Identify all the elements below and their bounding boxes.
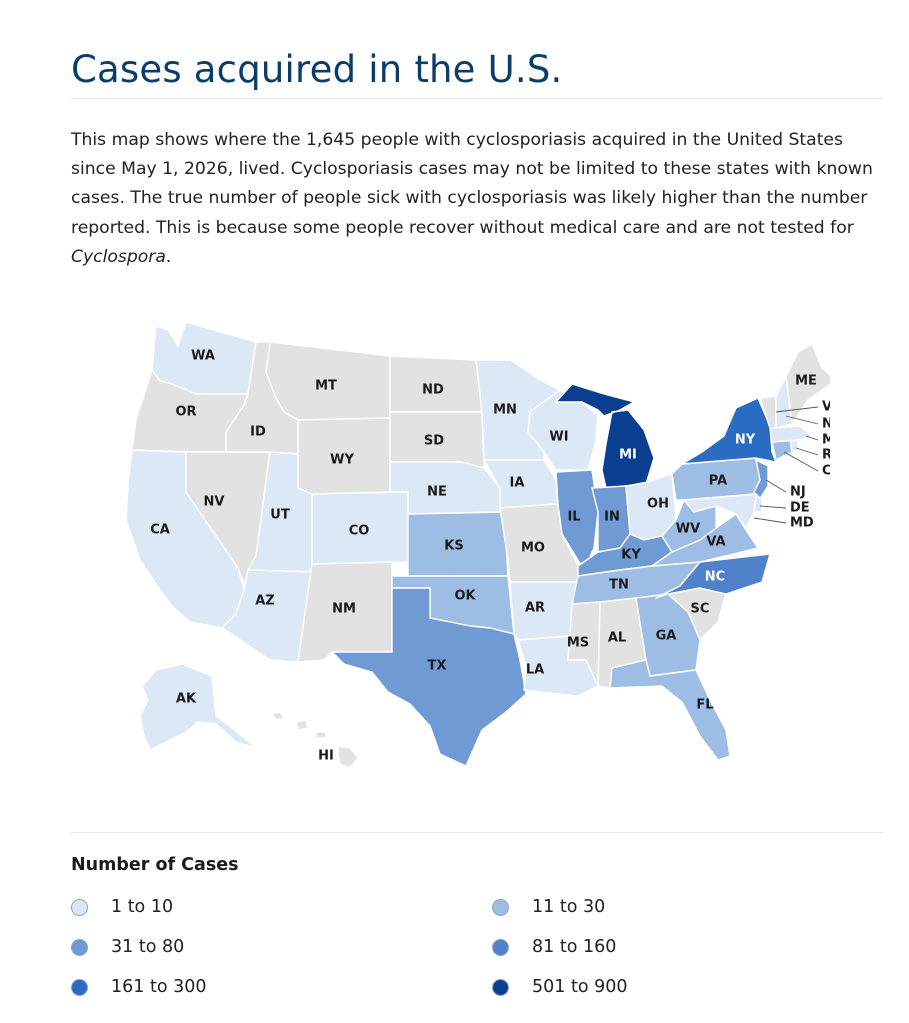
label-WY: WY (330, 453, 354, 468)
label-DE: DE (790, 501, 810, 516)
legend-item: 11 to 30 (492, 895, 712, 919)
label-WI: WI (549, 430, 568, 445)
legend-swatch (71, 938, 88, 956)
label-OK: OK (454, 589, 476, 604)
label-ME: ME (795, 374, 817, 389)
leader-MD (753, 517, 787, 524)
title-divider (71, 98, 883, 99)
label-VA: VA (706, 535, 725, 550)
leader-NH (785, 415, 819, 425)
leader-NJ (765, 479, 787, 493)
label-LA: LA (526, 663, 544, 678)
label-MN: MN (493, 403, 517, 418)
label-ID: ID (250, 425, 266, 440)
state-CT[interactable] (771, 439, 793, 461)
leader-VT (775, 406, 819, 413)
intro-emphasis: Cyclospora (71, 246, 166, 267)
legend-item: 81 to 160 (492, 935, 712, 959)
state-ME[interactable] (785, 343, 830, 425)
legend-label: 1 to 10 (111, 897, 174, 917)
label-IL: IL (567, 510, 580, 525)
label-OH: OH (647, 497, 669, 512)
label-OR: OR (175, 405, 196, 420)
state-TX[interactable] (331, 587, 527, 767)
label-IA: IA (510, 476, 525, 491)
label-NV: NV (204, 495, 225, 510)
label-SC: SC (691, 602, 710, 617)
state-FL[interactable] (609, 659, 731, 761)
legend-swatch (492, 978, 509, 996)
us-cases-map: WA OR CA NV ID MT WY UT AZ CO NM ND SD N… (88, 318, 830, 773)
state-AK[interactable] (139, 663, 257, 751)
label-MI: MI (619, 448, 637, 463)
label-NC: NC (705, 570, 725, 585)
us-map-svg: WA OR CA NV ID MT WY UT AZ CO NM ND SD N… (125, 321, 830, 769)
label-NE: NE (427, 485, 447, 500)
legend-title: Number of Cases (71, 855, 239, 875)
label-AK: AK (176, 692, 197, 707)
state-NY[interactable] (681, 397, 777, 465)
label-AR: AR (525, 601, 545, 616)
legend-label: 161 to 300 (111, 977, 207, 997)
state-labels: WA OR CA NV ID MT WY UT AZ CO NM ND SD N… (150, 349, 830, 764)
intro-text-end: . (165, 246, 172, 267)
intro-text: This map shows where the 1,645 people wi… (71, 130, 873, 238)
legend-swatch (71, 978, 88, 996)
state-MD[interactable] (683, 493, 757, 529)
label-CO: CO (349, 524, 370, 539)
label-SD: SD (424, 434, 444, 449)
label-KY: KY (621, 548, 641, 563)
label-IN: IN (604, 510, 620, 525)
legend-label: 11 to 30 (532, 897, 606, 917)
state-RI[interactable] (789, 439, 799, 453)
leader-MA (805, 435, 819, 441)
label-PA: PA (709, 474, 727, 489)
label-NY: NY (735, 433, 756, 448)
state-MA[interactable] (769, 425, 813, 443)
legend: 1 to 10 11 to 30 31 to 80 81 to 160 161 … (71, 895, 711, 999)
label-NJ: NJ (790, 485, 806, 500)
leader-DE (759, 505, 787, 509)
label-RI: RI (822, 448, 830, 463)
label-MA: MA (822, 433, 830, 448)
label-HI: HI (318, 749, 334, 764)
intro-paragraph: This map shows where the 1,645 people wi… (71, 126, 883, 272)
legend-label: 81 to 160 (532, 937, 617, 957)
label-CT: CT (822, 464, 830, 479)
label-AL: AL (608, 631, 626, 646)
label-WV: WV (676, 522, 700, 537)
label-UT: UT (270, 508, 290, 523)
legend-label: 501 to 900 (532, 977, 628, 997)
legend-label: 31 to 80 (111, 937, 185, 957)
legend-item: 1 to 10 (71, 895, 492, 919)
label-NH: NH (822, 417, 830, 432)
label-AZ: AZ (255, 594, 275, 609)
page-title: Cases acquired in the U.S. (71, 48, 563, 91)
leader-CT (783, 451, 819, 472)
label-FL: FL (696, 698, 713, 713)
legend-swatch (71, 898, 88, 916)
label-VT: VT (822, 400, 830, 415)
legend-swatch (492, 938, 509, 956)
label-MO: MO (521, 541, 545, 556)
legend-item: 501 to 900 (492, 975, 712, 999)
label-CA: CA (150, 523, 170, 538)
label-MS: MS (567, 636, 589, 651)
legend-item: 31 to 80 (71, 935, 492, 959)
label-NM: NM (332, 602, 356, 617)
label-KS: KS (444, 539, 463, 554)
label-GA: GA (656, 629, 677, 644)
leader-RI (795, 447, 819, 456)
label-MT: MT (315, 379, 337, 394)
label-MD: MD (790, 516, 814, 531)
state-NC[interactable] (655, 553, 771, 599)
legend-divider (71, 832, 883, 833)
label-TX: TX (428, 659, 447, 674)
state-HI[interactable] (271, 711, 359, 769)
label-TN: TN (609, 578, 629, 593)
label-WA: WA (191, 349, 215, 364)
legend-swatch (492, 898, 509, 916)
label-ND: ND (422, 383, 444, 398)
legend-item: 161 to 300 (71, 975, 492, 999)
